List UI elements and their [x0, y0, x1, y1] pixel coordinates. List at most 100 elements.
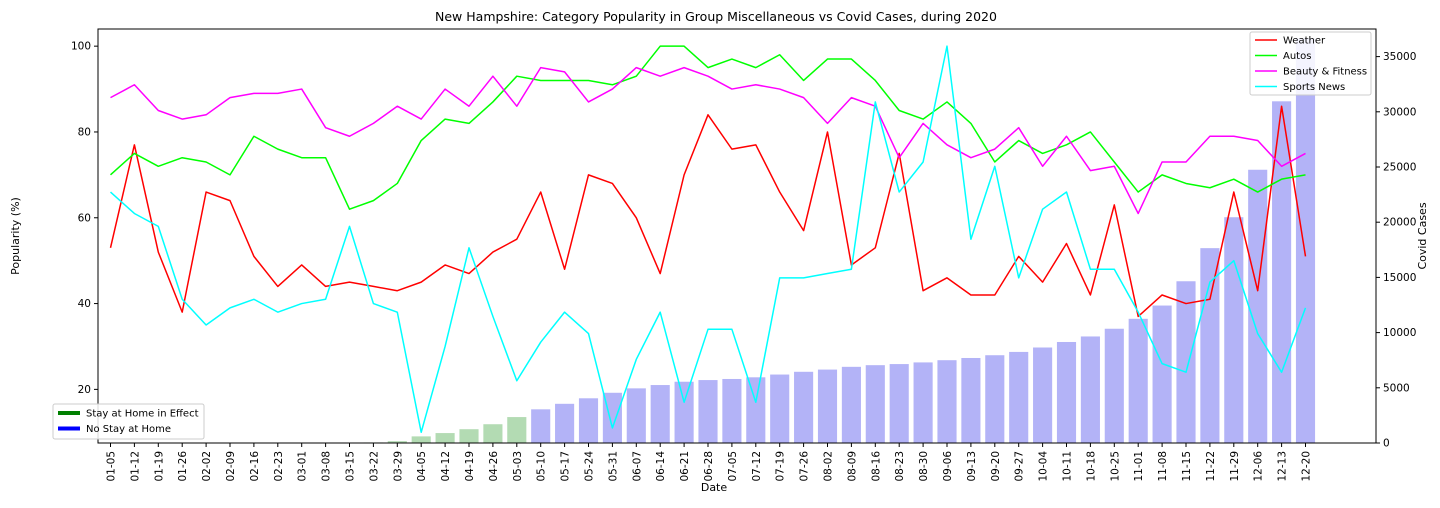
chart-title: New Hampshire: Category Popularity in Gr…: [435, 9, 997, 24]
x-tick-label-09-06: 09-06: [942, 451, 954, 482]
x-tick-label-02-02: 02-02: [201, 451, 213, 482]
x-tick-label-01-26: 01-26: [177, 451, 189, 482]
y-tick-label-40: 40: [78, 298, 91, 310]
x-tick-label-08-02: 08-02: [823, 451, 835, 482]
x-tick-label-05-03: 05-03: [512, 451, 524, 482]
covid-bar-11-01: [1128, 318, 1148, 443]
covid-bar-05-03: [507, 417, 527, 443]
covid-bar-10-11: [1056, 341, 1077, 443]
x-tick-label-02-16: 02-16: [249, 451, 261, 482]
x-axis: 01-05 01-12 01-19 01-26 02-02 02-09 02-16 02-23…: [106, 443, 1313, 482]
legend-bottom-left: Stay at Home in Effect No Stay at Home: [52, 403, 205, 440]
plot-frame: [97, 28, 1377, 444]
x-tick-label-01-19: 01-19: [153, 451, 165, 482]
covid-bar-05-10: [531, 409, 551, 443]
covid-bar-04-19: [459, 429, 479, 443]
y2-tick-label-5000: 5000: [1383, 382, 1410, 394]
legend-label-sports-news: Sports News: [1283, 82, 1345, 93]
x-tick-label-08-30: 08-30: [918, 451, 930, 482]
legend-top-right: Weather Autos Beauty & Fitness Sports News: [1249, 31, 1372, 96]
covid-bar-09-13: [961, 357, 981, 443]
x-tick-label-06-21: 06-21: [679, 451, 691, 482]
x-tick-label-05-17: 05-17: [560, 451, 572, 482]
covid-bar-09-27: [1009, 351, 1029, 443]
covid-bar-07-26: [794, 371, 814, 443]
y-axis-label: Popularity (%): [9, 197, 22, 275]
x-tick-label-07-12: 07-12: [751, 451, 763, 482]
x-tick-label-02-09: 02-09: [225, 451, 237, 482]
covid-bar-05-17: [555, 403, 575, 443]
y-tick-label-80: 80: [78, 126, 91, 138]
x-tick-label-06-28: 06-28: [703, 451, 715, 482]
y2-tick-label-10000: 10000: [1383, 327, 1416, 339]
x-tick-label-10-25: 10-25: [1109, 451, 1121, 482]
legend-bottom-left-frame: [52, 403, 205, 440]
x-axis-label: Date: [701, 481, 728, 494]
x-tick-label-12-20: 12-20: [1301, 451, 1313, 482]
x-tick-label-05-31: 05-31: [607, 451, 619, 482]
covid-bar-04-26: [483, 424, 503, 443]
covid-bar-05-24: [578, 398, 599, 443]
x-tick-label-10-18: 10-18: [1085, 451, 1097, 482]
x-tick-label-10-11: 10-11: [1062, 451, 1074, 482]
x-tick-label-08-23: 08-23: [894, 451, 906, 482]
covid-bar-07-19: [770, 374, 790, 443]
covid-bar-06-07: [626, 388, 646, 443]
x-tick-label-12-06: 12-06: [1253, 451, 1265, 482]
x-tick-label-09-13: 09-13: [966, 451, 978, 482]
x-tick-label-08-16: 08-16: [870, 451, 882, 482]
x-tick-label-04-26: 04-26: [488, 451, 500, 482]
x-tick-label-12-13: 12-13: [1277, 451, 1289, 482]
x-tick-label-03-08: 03-08: [321, 451, 333, 482]
x-tick-label-07-19: 07-19: [775, 451, 787, 482]
y2-tick-label-0: 0: [1383, 438, 1390, 450]
legend-label-no-stay-at-home: No Stay at Home: [86, 424, 171, 435]
y2-tick-label-20000: 20000: [1383, 217, 1416, 229]
x-tick-label-06-14: 06-14: [655, 451, 667, 482]
covid-bar-08-09: [841, 366, 861, 443]
x-tick-label-10-04: 10-04: [1038, 451, 1050, 482]
covid-bar-04-12: [435, 433, 455, 443]
covid-bar-08-02: [817, 369, 838, 443]
covid-bar-11-08: [1152, 305, 1172, 443]
y2-tick-label-25000: 25000: [1383, 162, 1416, 174]
covid-bar-06-14: [650, 385, 670, 443]
bars-layer: [363, 38, 1316, 443]
y2-tick-label-30000: 30000: [1383, 106, 1416, 118]
y-tick-label-20: 20: [78, 384, 91, 396]
x-tick-label-11-22: 11-22: [1205, 451, 1217, 482]
series-line-sports-news: [109, 45, 1307, 434]
x-tick-label-11-08: 11-08: [1157, 451, 1169, 482]
x-tick-label-01-12: 01-12: [129, 451, 141, 482]
covid-bar-12-20: [1295, 38, 1316, 443]
x-tick-label-11-29: 11-29: [1229, 451, 1241, 482]
x-tick-label-07-26: 07-26: [799, 451, 811, 482]
series-line-beauty-fitness: [110, 66, 1306, 215]
x-tick-label-07-05: 07-05: [727, 451, 739, 482]
covid-bar-03-29: [387, 441, 407, 443]
y-tick-label-100: 100: [71, 41, 91, 53]
covid-bar-08-30: [913, 362, 933, 443]
covid-bar-10-25: [1104, 328, 1124, 443]
series-line-weather: [109, 105, 1307, 318]
covid-bar-10-18: [1080, 336, 1100, 443]
legend-label-weather: Weather: [1283, 36, 1326, 47]
covid-bar-07-05: [722, 378, 742, 443]
x-tick-label-02-23: 02-23: [273, 451, 285, 482]
covid-bar-06-28: [698, 380, 718, 443]
x-tick-label-04-05: 04-05: [416, 451, 428, 482]
y-axis-left: 20 40 60 80 100: [71, 41, 98, 396]
legend-top-right-frame: [1249, 31, 1372, 96]
covid-bar-09-06: [937, 360, 957, 443]
covid-bar-07-12: [746, 377, 766, 443]
y-tick-label-60: 60: [78, 212, 91, 224]
covid-bar-10-04: [1033, 347, 1053, 443]
legend-label-stay-at-home-in-effect: Stay at Home in Effect: [86, 409, 199, 420]
x-tick-label-06-07: 06-07: [631, 451, 643, 482]
legend-label-beauty-fitness: Beauty & Fitness: [1283, 67, 1367, 78]
covid-bar-04-05: [411, 436, 431, 443]
x-tick-label-05-10: 05-10: [536, 451, 548, 482]
covid-bar-11-29: [1224, 217, 1244, 443]
x-tick-label-05-24: 05-24: [584, 451, 596, 482]
